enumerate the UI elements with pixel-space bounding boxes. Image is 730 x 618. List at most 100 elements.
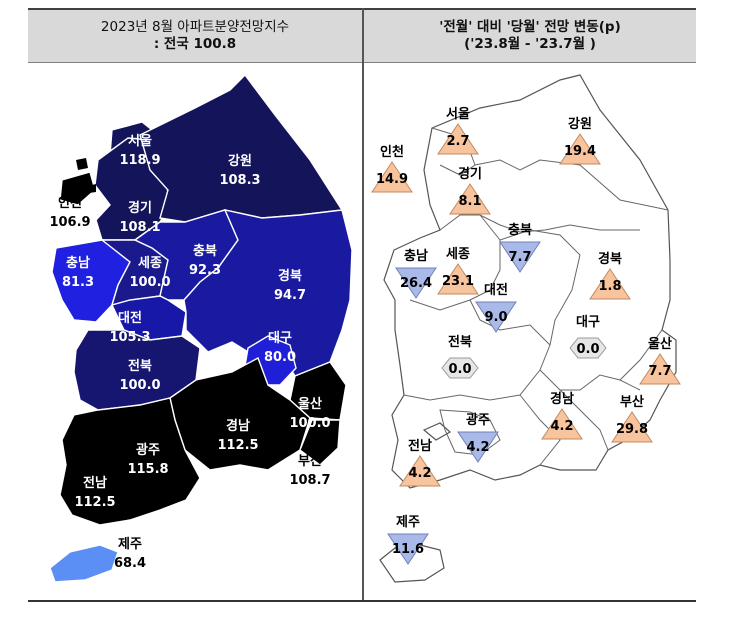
- label-jeju: 제주: [118, 537, 142, 552]
- down-arrow-icon-chungbuk: [499, 241, 541, 273]
- right-panel-header: '전월' 대비 '당월' 전망 변동(p) ('23.8월 - '23.7월 ): [364, 8, 696, 63]
- label-busan: 부산: [298, 453, 322, 469]
- right-panel-subtitle: ('23.8월 - '23.7월 ): [464, 36, 596, 52]
- value-gyeongbuk: 94.7: [274, 288, 306, 303]
- value-gangwon: 108.3: [219, 173, 260, 188]
- region-jeonnam: [59, 397, 201, 526]
- label-change-seoul: 서울: [446, 106, 470, 122]
- up-arrow-icon-gyeongnam: [541, 408, 583, 440]
- down-arrow-icon-chungnam: [395, 267, 437, 299]
- value-ulsan: 100.0: [289, 416, 330, 431]
- change-sejong: 23.1: [442, 274, 474, 289]
- value-chungbuk: 92.3: [189, 263, 221, 278]
- change-gyeongnam: 4.2: [550, 419, 573, 434]
- label-jeonbuk: 전북: [128, 358, 152, 374]
- down-arrow-icon-daejeon: [475, 301, 517, 333]
- value-gyeongnam: 112.5: [217, 438, 258, 453]
- value-gwangju: 115.8: [127, 462, 168, 477]
- label-change-gyeonggi: 경기: [458, 166, 482, 182]
- right-change-map: 서울 2.7 인천 14.9 경기 8.1 강원 19.4 충남 26.4 세종 23.1 충북 7.7 대…: [371, 74, 681, 583]
- label-change-gyeongnam: 경남: [550, 391, 574, 407]
- change-chungbuk: 7.7: [508, 250, 531, 265]
- label-jeonnam: 전남: [83, 475, 107, 491]
- label-chungbuk: 충북: [193, 243, 217, 259]
- region-busan: [299, 419, 341, 466]
- region-gangwon: [139, 73, 344, 223]
- up-arrow-icon-incheon: [371, 161, 413, 193]
- region-border: [439, 214, 640, 233]
- right-panel-title: '전월' 대비 '당월' 전망 변동(p): [439, 19, 621, 35]
- label-chungnam: 충남: [66, 255, 90, 271]
- value-jeju: 68.4: [114, 556, 146, 571]
- label-gyeonggi: 경기: [128, 200, 152, 216]
- up-arrow-icon-ulsan: [639, 353, 681, 385]
- island-shape: [76, 158, 88, 170]
- change-jeonbuk: 0.0: [448, 362, 471, 377]
- label-change-jeonnam: 전남: [408, 438, 432, 454]
- down-arrow-icon-jeju: [387, 533, 429, 565]
- label-change-jeju: 제주: [396, 515, 420, 530]
- region-jeju: [49, 544, 119, 583]
- change-jeju: 11.6: [392, 542, 424, 557]
- value-daegu: 80.0: [264, 350, 296, 365]
- change-gwangju: 4.2: [466, 440, 489, 455]
- region-border: [499, 229, 581, 346]
- island-outline: [422, 422, 452, 441]
- up-arrow-icon-busan: [611, 411, 653, 443]
- change-jeonnam: 4.2: [408, 466, 431, 481]
- flat-marker-icon-daegu: [569, 337, 607, 359]
- label-incheon: 인천: [58, 195, 82, 211]
- value-incheon: 106.9: [49, 215, 90, 230]
- change-seoul: 2.7: [446, 134, 469, 149]
- change-chungnam: 26.4: [400, 276, 432, 291]
- bottom-rule: [28, 600, 696, 602]
- value-busan: 108.7: [289, 473, 330, 488]
- change-gyeonggi: 8.1: [458, 194, 481, 209]
- label-sejong: 세종: [138, 256, 162, 271]
- left-panel-header: 2023년 8월 아파트분양전망지수 : 전국 100.8: [28, 8, 362, 63]
- change-gangwon: 19.4: [564, 144, 596, 159]
- island-shape: [80, 184, 96, 194]
- change-daegu: 0.0: [576, 342, 599, 357]
- label-change-chungbuk: 충북: [508, 222, 532, 238]
- label-change-busan: 부산: [620, 394, 644, 410]
- label-change-jeonbuk: 전북: [448, 334, 472, 350]
- value-jeonbuk: 100.0: [119, 378, 160, 393]
- label-change-gyeongbuk: 경북: [598, 251, 622, 267]
- panel-divider: [362, 8, 364, 602]
- label-gyeongbuk: 경북: [278, 268, 302, 284]
- label-change-incheon: 인천: [380, 144, 404, 160]
- label-daejeon: 대전: [118, 310, 142, 326]
- label-daegu: 대구: [268, 331, 292, 346]
- change-busan: 29.8: [616, 422, 648, 437]
- up-arrow-icon-gangwon: [559, 133, 601, 165]
- label-change-sejong: 세종: [446, 247, 470, 262]
- label-seoul: 서울: [128, 133, 152, 149]
- label-gangwon: 강원: [228, 153, 252, 169]
- down-arrow-icon-gwangju: [457, 431, 499, 463]
- label-gwangju: 광주: [136, 443, 160, 458]
- up-arrow-icon-gyeongbuk: [589, 268, 631, 300]
- label-change-ulsan: 울산: [648, 336, 672, 352]
- region-border: [439, 409, 501, 456]
- region-border: [403, 369, 541, 401]
- flat-marker-icon-jeonbuk: [441, 357, 479, 379]
- left-index-map: 서울 118.9 인천 106.9 경기 108.1 강원 108.3 충남 81.3 세종 100.…: [49, 73, 353, 583]
- label-change-gangwon: 강원: [568, 116, 592, 132]
- region-border: [559, 389, 609, 451]
- region-border: [619, 329, 663, 381]
- value-gyeonggi: 108.1: [119, 220, 160, 235]
- up-arrow-icon-sejong: [437, 263, 479, 295]
- change-gyeongbuk: 1.8: [598, 279, 621, 294]
- left-panel-subtitle: : 전국 100.8: [153, 36, 237, 52]
- region-incheon: [59, 171, 96, 206]
- label-ulsan: 울산: [298, 396, 322, 412]
- region-border: [474, 159, 669, 211]
- value-seoul: 118.9: [119, 153, 160, 168]
- change-ulsan: 7.7: [648, 364, 671, 379]
- label-change-chungnam: 충남: [404, 248, 428, 264]
- change-incheon: 14.9: [376, 172, 408, 187]
- label-change-daegu: 대구: [576, 315, 600, 330]
- value-sejong: 100.0: [129, 275, 170, 290]
